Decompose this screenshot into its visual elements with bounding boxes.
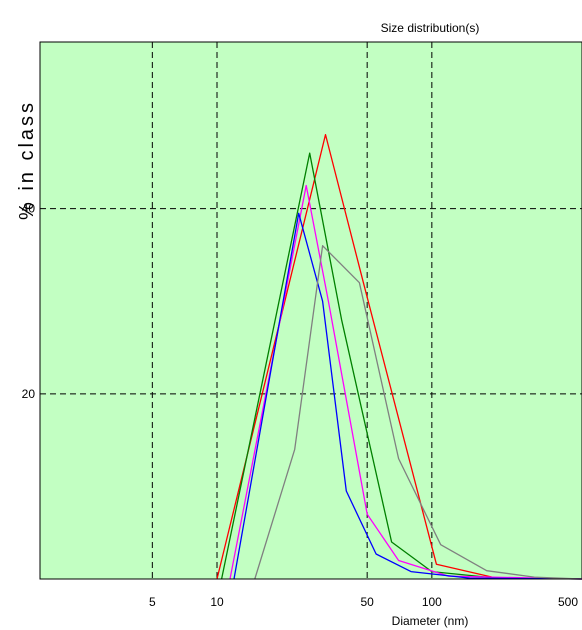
chart-title: Size distribution(s): [381, 21, 480, 35]
plot-background: [39, 41, 582, 580]
series-line-4: [233, 212, 582, 580]
x-tick-label: 10: [210, 595, 224, 609]
x-tick-label: 5: [149, 595, 156, 609]
tick-labels: 5 10 50 100 500 20 40: [22, 202, 579, 609]
y-axis-label: % in class: [16, 100, 38, 220]
x-tick-label: 500: [558, 595, 578, 609]
series-lines: [216, 133, 582, 580]
y-tick-label: 20: [22, 387, 36, 401]
x-tick-label: 100: [422, 595, 442, 609]
y-tick-label: 40: [22, 202, 36, 216]
series-line-5: [254, 245, 582, 580]
x-tick-label: 50: [360, 595, 374, 609]
x-axis-label: Diameter (nm): [392, 614, 469, 628]
